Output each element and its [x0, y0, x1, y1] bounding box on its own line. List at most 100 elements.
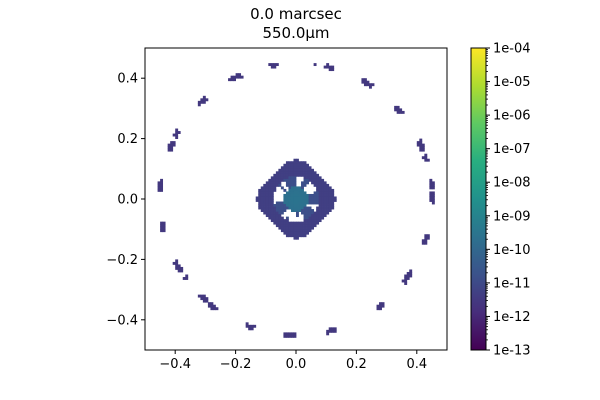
heatmap-cell: [270, 176, 274, 180]
heatmap-cell: [265, 206, 269, 210]
heatmap-cell: [293, 226, 297, 230]
heatmap-cell: [311, 178, 315, 182]
heatmap-cell: [301, 161, 304, 165]
heatmap-cell: [260, 193, 264, 197]
heatmap-cell: [298, 201, 302, 205]
heatmap-cell: [275, 178, 279, 182]
heatmap-cell: [308, 229, 312, 233]
heatmap-cell: [180, 266, 184, 270]
heatmap-cell: [331, 193, 335, 197]
heatmap-cell: [270, 191, 274, 195]
heatmap-cell: [308, 221, 312, 225]
heatmap-cell: [429, 199, 433, 202]
heatmap-cell: [296, 196, 299, 200]
heatmap-cell: [288, 176, 292, 180]
heatmap-cell: [419, 146, 423, 150]
heatmap-cell: [283, 168, 287, 172]
heatmap-cell: [318, 216, 322, 220]
heatmap-cell: [245, 324, 249, 328]
heatmap-cell: [313, 63, 317, 67]
heatmap-cell: [290, 186, 294, 190]
heatmap-cell: [301, 196, 304, 200]
heatmap-cell: [270, 214, 274, 218]
heatmap-cell: [323, 181, 327, 185]
heatmap-cell: [311, 176, 315, 180]
heatmap-cell: [366, 83, 370, 87]
heatmap-cell: [306, 216, 309, 220]
heatmap-cell: [311, 173, 315, 177]
heatmap-cell: [303, 211, 307, 215]
heatmap-cell: [296, 186, 299, 190]
heatmap-cell: [288, 168, 292, 172]
heatmap-cell: [290, 161, 294, 165]
heatmap-cell: [293, 163, 297, 167]
heatmap-cell: [318, 193, 322, 197]
heatmap-cell: [265, 199, 269, 202]
heatmap-cell: [285, 178, 289, 182]
heatmap-cell: [298, 206, 302, 210]
heatmap-cell: [290, 191, 294, 195]
heatmap-cell: [301, 201, 304, 205]
heatmap-cell: [303, 166, 307, 170]
heatmap-cell: [275, 63, 279, 67]
heatmap-cell: [280, 201, 284, 205]
heatmap-cell: [270, 206, 274, 210]
heatmap-cell: [429, 178, 433, 182]
colorbar-tick-label: 1e-09: [493, 209, 531, 224]
heatmap-cell: [280, 224, 284, 228]
heatmap-cell: [270, 204, 274, 207]
heatmap-cell: [288, 234, 292, 238]
heatmap-cell: [296, 191, 299, 195]
heatmap-cell: [263, 201, 267, 205]
heatmap-cell: [278, 209, 282, 212]
heatmap-cell: [177, 269, 181, 273]
colorbar-ticks: 1e-04 1e-05 1e-06 1e-07 1e-08 1e-09 1e-10 1e-11…: [486, 42, 531, 359]
heatmap-cell: [313, 199, 317, 202]
heatmap-cell: [293, 204, 297, 207]
heatmap-cell: [421, 239, 425, 243]
heatmap-cell: [265, 186, 269, 190]
heatmap-cell: [278, 221, 282, 225]
heatmap-cell: [278, 176, 282, 180]
heatmap-cell: [313, 173, 317, 177]
heatmap-cell: [416, 141, 420, 145]
heatmap-cell: [318, 181, 322, 185]
heatmap-cell: [293, 221, 297, 225]
heatmap-cell: [316, 209, 320, 212]
heatmap-cell: [306, 209, 309, 212]
heatmap-cell: [185, 274, 189, 278]
heatmap-cell: [431, 186, 435, 190]
heatmap-cell: [273, 219, 277, 223]
heatmap-cell: [263, 209, 267, 212]
heatmap-cell: [288, 199, 292, 202]
heatmap-cell: [328, 65, 332, 69]
heatmap-cell: [273, 186, 277, 190]
y-tick-label: 0.4: [117, 72, 138, 87]
heatmap-cell: [318, 183, 322, 187]
heatmap-cell: [288, 231, 292, 235]
heatmap-cell: [200, 294, 204, 298]
heatmap-cell: [280, 219, 284, 223]
heatmap-cell: [316, 186, 320, 190]
heatmap-cell: [298, 231, 302, 235]
heatmap-cell: [421, 241, 425, 245]
heatmap-cell: [197, 294, 201, 298]
heatmap-cell: [157, 183, 161, 187]
heatmap-cell: [308, 199, 312, 202]
heatmap-cell: [306, 201, 309, 205]
heatmap-cell: [301, 204, 304, 207]
heatmap-cell: [331, 191, 335, 195]
heatmap-cell: [311, 199, 315, 202]
colorbar-tick-label: 1e-05: [493, 75, 531, 90]
heatmap-cell: [273, 209, 277, 212]
heatmap-cell: [170, 143, 174, 147]
heatmap-cell: [313, 201, 317, 205]
heatmap-cell: [210, 302, 214, 306]
heatmap-cell: [283, 206, 287, 210]
heatmap-cell: [303, 221, 307, 225]
heatmap-cell: [293, 236, 297, 240]
heatmap-cell: [288, 204, 292, 207]
heatmap-cell: [172, 141, 176, 145]
heatmap-cell: [280, 186, 284, 190]
heatmap-cell: [301, 163, 304, 167]
